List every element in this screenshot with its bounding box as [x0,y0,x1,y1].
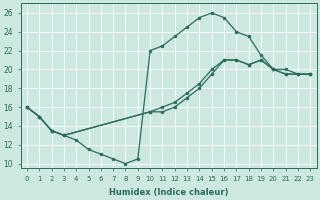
X-axis label: Humidex (Indice chaleur): Humidex (Indice chaleur) [109,188,228,197]
